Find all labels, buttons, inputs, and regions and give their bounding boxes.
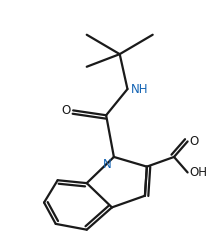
- Text: NH: NH: [130, 83, 148, 95]
- Text: O: O: [61, 104, 70, 117]
- Text: OH: OH: [190, 166, 208, 179]
- Text: O: O: [190, 135, 199, 148]
- Text: N: N: [103, 158, 112, 171]
